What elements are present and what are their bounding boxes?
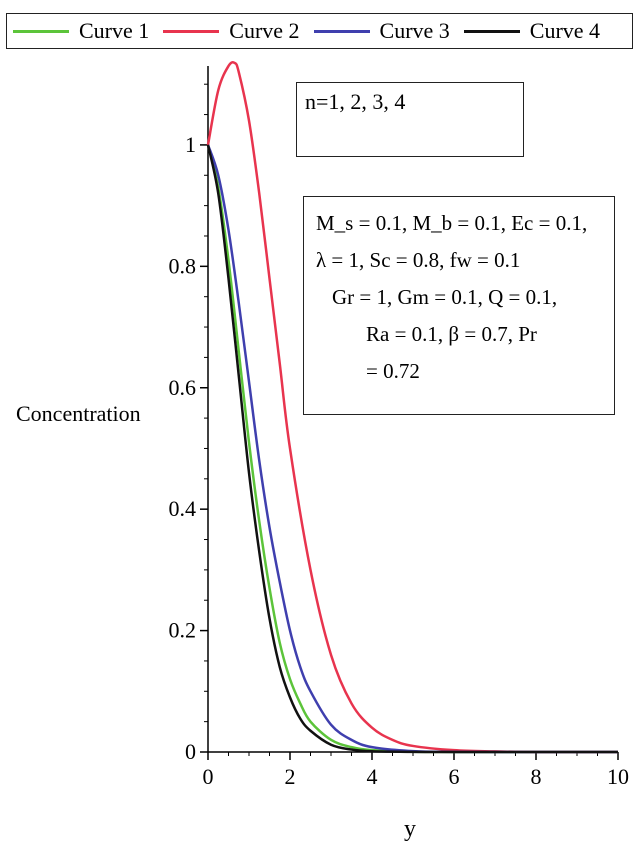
x-tick-label: 4	[367, 764, 378, 789]
y-tick-label: 1	[185, 132, 196, 157]
x-tick-label: 2	[285, 764, 296, 789]
y-axis-label: Concentration	[16, 401, 141, 426]
legend-item-curve-4: Curve 4	[463, 18, 601, 44]
y-tick-label: 0.8	[169, 253, 197, 278]
x-tick-label: 10	[607, 764, 629, 789]
param-line-2: λ = 1, Sc = 0.8, fw = 0.1	[316, 248, 521, 272]
param-line-3: Gr = 1, Gm = 0.1, Q = 0.1,	[332, 285, 558, 309]
y-tick-label: 0.2	[169, 618, 197, 643]
legend-label: Curve 3	[379, 18, 450, 43]
legend-item-curve-2: Curve 2	[163, 18, 300, 44]
legend-swatch	[313, 29, 370, 33]
legend-item-curve-1: Curve 1	[13, 18, 149, 44]
legend-swatch	[13, 29, 69, 33]
legend-label: Curve 2	[229, 18, 300, 43]
legend-item-curve-3: Curve 3	[313, 18, 450, 44]
annotation-n-values: n=1, 2, 3, 4	[296, 82, 524, 157]
x-tick-label: 0	[203, 764, 214, 789]
param-line-5: = 0.72	[366, 359, 420, 383]
legend-swatch	[163, 29, 220, 33]
series-line-curve-4	[206, 144, 618, 754]
legend: Curve 1 Curve 2 Curve 3 Curve 4	[6, 13, 633, 49]
x-tick-label: 6	[449, 764, 460, 789]
x-axis-label: y	[404, 816, 416, 842]
n-values-text: n=1, 2, 3, 4	[305, 89, 406, 114]
y-tick-label: 0	[185, 739, 196, 764]
param-line-4: Ra = 0.1, β = 0.7, Pr	[366, 322, 537, 346]
annotation-parameters: M_s = 0.1, M_b = 0.1, Ec = 0.1, λ = 1, S…	[303, 196, 615, 415]
y-tick-label: 0.6	[169, 375, 197, 400]
legend-swatch	[463, 29, 520, 33]
legend-label: Curve 4	[529, 18, 601, 43]
y-tick-label: 0.4	[169, 496, 197, 521]
series-line-curve-2	[206, 61, 619, 754]
param-line-1: M_s = 0.1, M_b = 0.1, Ec = 0.1,	[316, 211, 588, 235]
x-tick-label: 8	[531, 764, 542, 789]
legend-label: Curve 1	[79, 18, 150, 43]
